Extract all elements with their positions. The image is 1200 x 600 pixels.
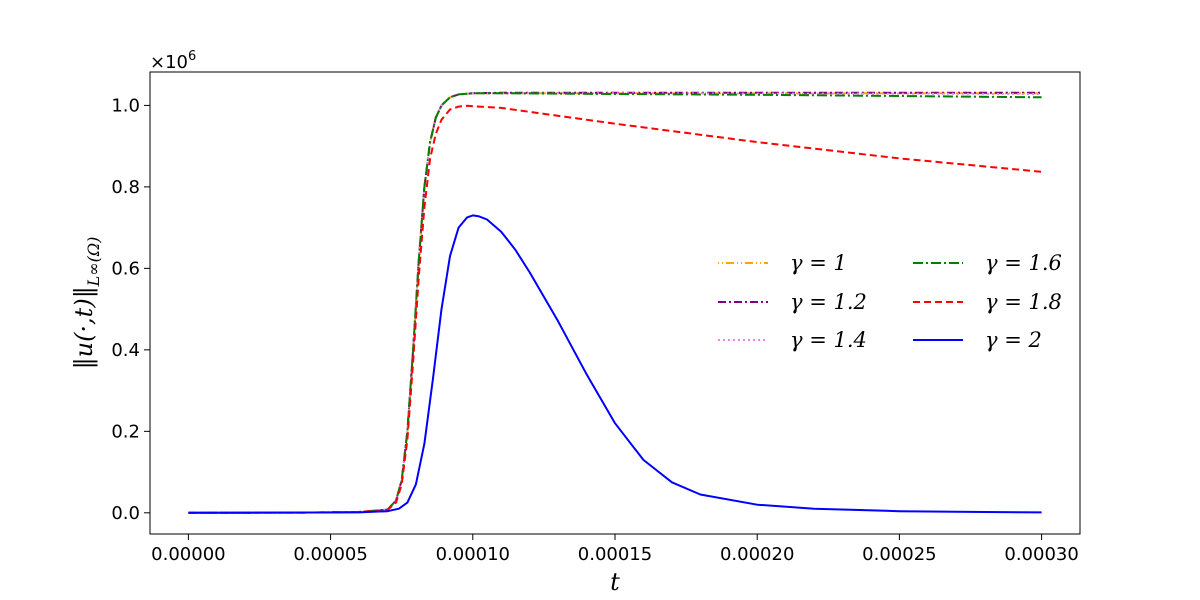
y-axis-label-subscript: L∞(Ω)	[84, 237, 103, 288]
legend-label-5: γ = 1.8	[985, 290, 1062, 314]
y-offset-label: ×106	[150, 49, 196, 73]
x-tick-label: 0.00015	[578, 544, 652, 565]
series-lines	[188, 91, 1042, 514]
y-tick-label: 1.0	[111, 95, 140, 116]
x-tick-label: 0.00030	[1004, 544, 1078, 565]
legend-label-2: γ = 1.2	[790, 290, 867, 314]
y-axis-label: ‖u(·,t)‖L∞(Ω)	[70, 237, 103, 370]
y-axis-label-main: ‖u(·,t)‖	[70, 286, 99, 369]
x-tick-label: 0.00020	[720, 544, 794, 565]
series-line-3	[188, 92, 1042, 514]
legend-label-6: γ = 2	[985, 328, 1042, 352]
legend: γ = 1 γ = 1.2 γ = 1.4 γ = 1.6 γ = 1.8 γ = 2	[718, 251, 1062, 352]
x-tick-label: 0.00005	[293, 544, 367, 565]
svg-text:‖u(·,t)‖L∞(Ω): ‖u(·,t)‖L∞(Ω)	[70, 237, 103, 370]
y-tick-label: 0.8	[111, 177, 140, 198]
y-offset-exponent: 6	[188, 49, 196, 64]
x-tick-label: 0.00000	[151, 544, 225, 565]
x-axis-ticks: 0.00000 0.00005 0.00010 0.00015 0.00020 0.000…	[151, 534, 1079, 565]
x-axis-label: t	[610, 568, 620, 596]
legend-label-3: γ = 1.4	[790, 328, 867, 352]
y-axis-ticks: 0.0 0.2 0.4 0.6 0.8 1.0	[111, 95, 150, 524]
y-tick-label: 0.6	[111, 258, 140, 279]
series-line-6	[188, 214, 1042, 514]
y-tick-label: 0.2	[111, 421, 140, 442]
x-tick-label: 0.00025	[862, 544, 936, 565]
legend-label-4: γ = 1.6	[985, 251, 1062, 275]
series-line-5	[188, 104, 1042, 514]
x-tick-label: 0.00010	[436, 544, 510, 565]
legend-label-1: γ = 1	[790, 251, 847, 275]
y-tick-label: 0.0	[111, 503, 140, 524]
y-tick-label: 0.4	[111, 340, 140, 361]
